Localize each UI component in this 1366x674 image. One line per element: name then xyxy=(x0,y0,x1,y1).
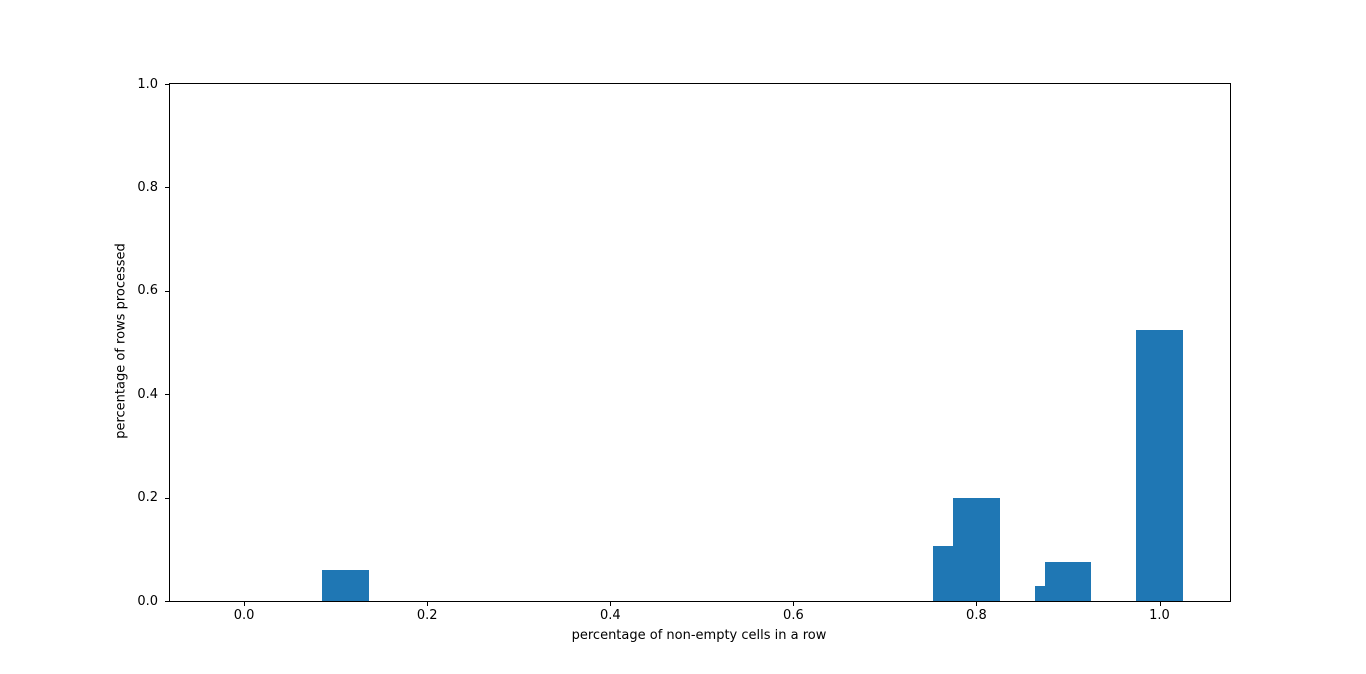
bar xyxy=(1044,561,1092,601)
x-tick-label: 0.6 xyxy=(783,608,804,623)
y-tick-mark xyxy=(165,187,169,189)
y-tick-mark xyxy=(165,601,169,602)
y-tick-label: 0.8 xyxy=(137,179,158,195)
x-tick-mark xyxy=(976,602,978,606)
y-tick-label: 0.2 xyxy=(137,490,158,506)
x-tick-mark xyxy=(427,602,429,606)
y-tick-mark xyxy=(165,497,169,499)
y-tick-label: 0.4 xyxy=(137,386,158,402)
bar xyxy=(953,497,1000,601)
x-tick-mark xyxy=(244,602,246,606)
y-tick-mark xyxy=(165,290,169,292)
y-tick-mark xyxy=(165,394,169,396)
bar xyxy=(1136,329,1183,601)
y-tick-mark xyxy=(165,84,169,85)
plot-area xyxy=(169,83,1231,602)
x-tick-mark xyxy=(793,602,795,606)
x-tick-mark xyxy=(1159,602,1161,606)
y-axis-label: percentage of rows processed xyxy=(113,243,129,439)
x-axis-label: percentage of non-empty cells in a row xyxy=(571,628,827,643)
bar xyxy=(322,569,370,601)
x-tick-label: 0.2 xyxy=(416,608,438,623)
x-tick-label: 0.8 xyxy=(966,608,987,623)
y-tick-label: 1.0 xyxy=(137,76,158,92)
x-tick-label: 0.4 xyxy=(599,608,621,623)
y-tick-label: 0.0 xyxy=(137,593,158,609)
x-tick-label: 1.0 xyxy=(1149,608,1170,623)
y-tick-label: 0.6 xyxy=(137,283,158,299)
x-tick-label: 0.0 xyxy=(233,608,255,623)
x-tick-mark xyxy=(610,602,612,606)
